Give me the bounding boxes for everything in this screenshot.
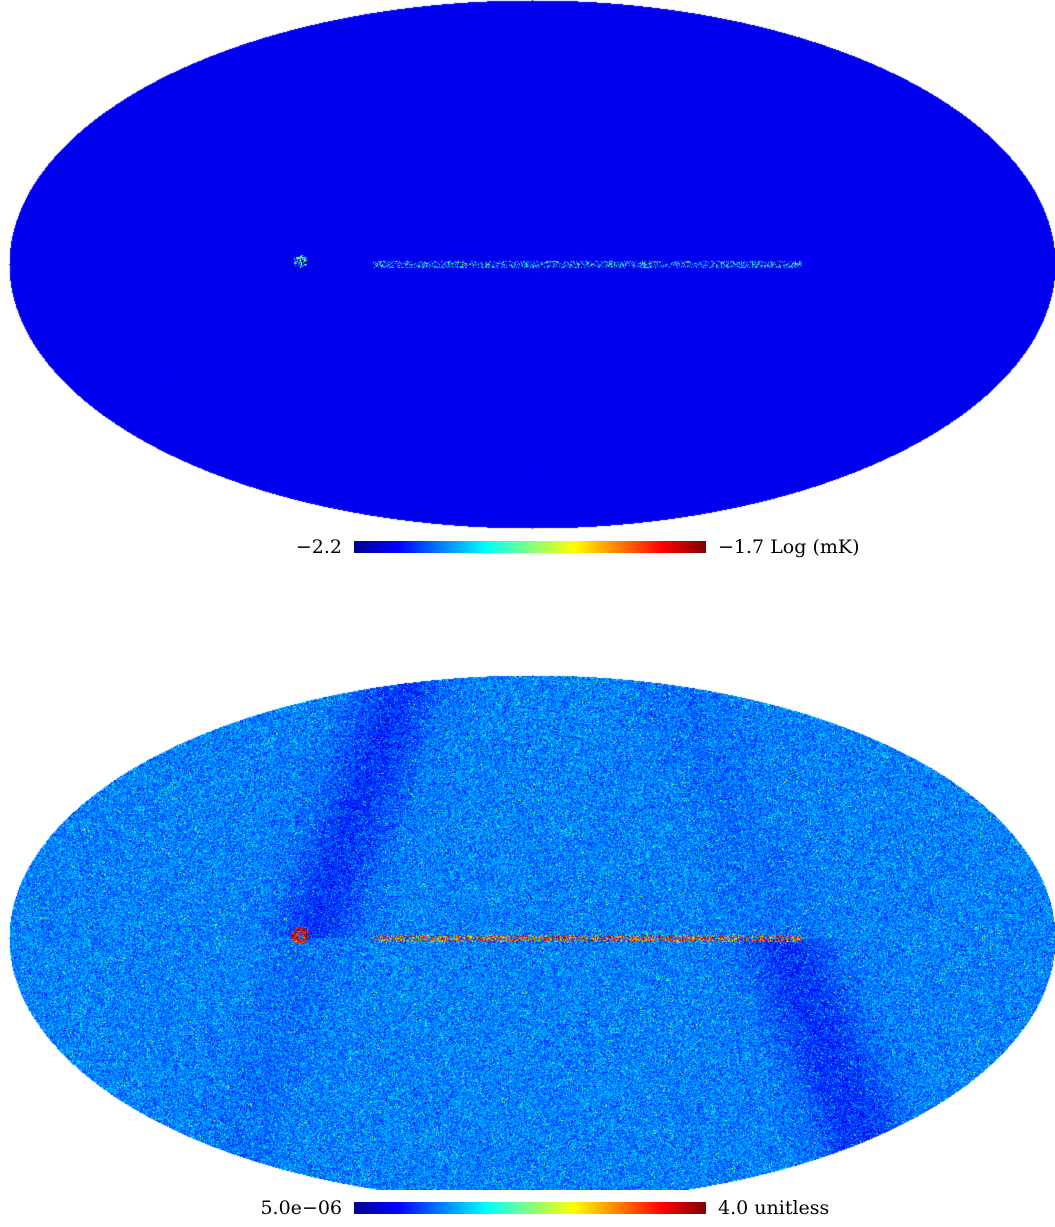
colorbar-unit: unitless <box>754 1197 830 1219</box>
top-map-panel: −2.2 −1.7 Log (mK) <box>0 0 1055 580</box>
colorbar-min-label: −2.2 <box>295 536 342 558</box>
colorbar-unit: Log (mK) <box>770 536 860 558</box>
colorbar-gradient <box>354 1202 706 1214</box>
colorbar-top: −2.2 −1.7 Log (mK) <box>0 536 1055 558</box>
sky-map-top <box>0 0 1055 530</box>
sky-map-bottom <box>0 620 1055 1190</box>
colorbar-bottom: 5.0e−06 4.0 unitless <box>0 1197 1055 1219</box>
bottom-map-panel: 5.0e−06 4.0 unitless <box>0 620 1055 1227</box>
colorbar-min-label: 5.0e−06 <box>260 1197 342 1219</box>
colorbar-gradient <box>354 541 706 553</box>
colorbar-max-label: −1.7 Log (mK) <box>718 536 860 558</box>
colorbar-max-label: 4.0 unitless <box>718 1197 830 1219</box>
